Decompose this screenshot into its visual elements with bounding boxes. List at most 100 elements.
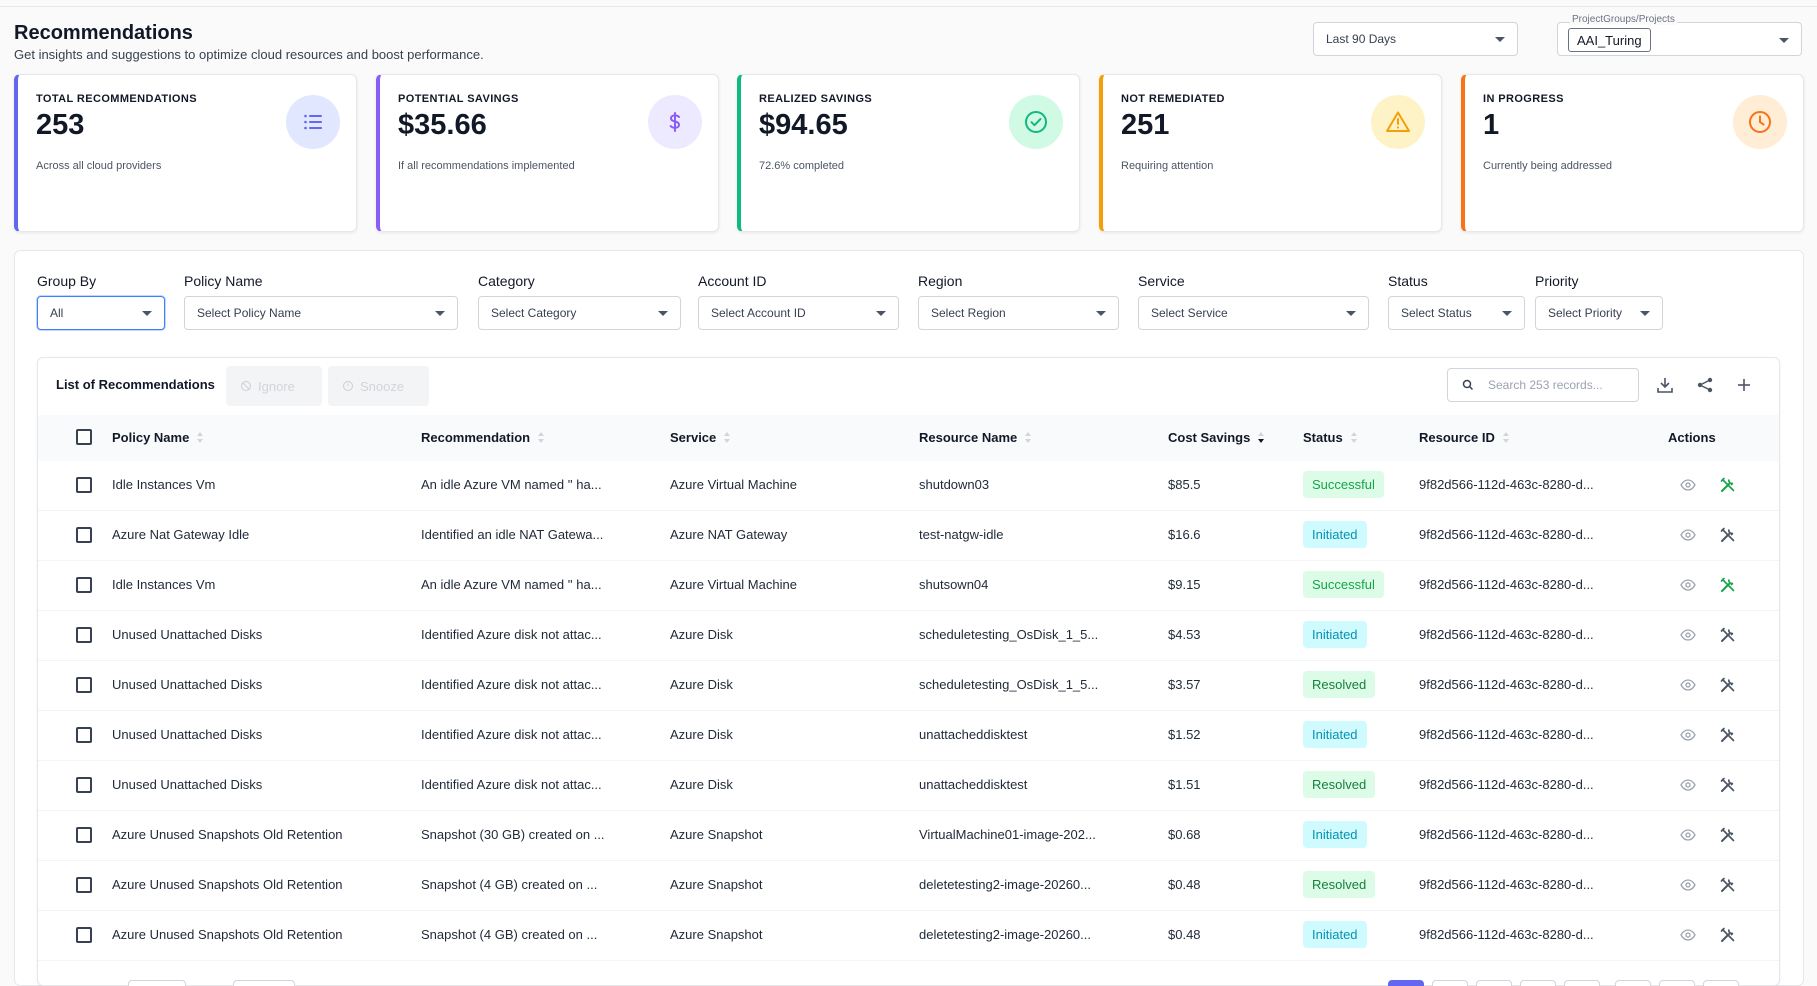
view-icon[interactable] [1678, 725, 1698, 745]
remediate-tools-icon[interactable] [1718, 775, 1738, 795]
column-header-policy-name[interactable]: Policy Name [112, 430, 204, 445]
page-button[interactable] [1703, 980, 1739, 986]
date-range-select[interactable]: Last 90 Days [1313, 22, 1518, 56]
filter-select-region[interactable]: Select Region [918, 296, 1119, 330]
view-icon[interactable] [1678, 775, 1698, 795]
row-checkbox[interactable] [76, 777, 92, 793]
column-header-cost-savings[interactable]: Cost Savings [1168, 430, 1265, 445]
cost-savings-cell: $0.48 [1168, 927, 1201, 942]
project-select[interactable]: ProjectGroups/Projects AAI_Turing [1557, 14, 1802, 56]
remediate-tools-icon[interactable] [1718, 825, 1738, 845]
column-header-resource-name[interactable]: Resource Name [919, 430, 1032, 445]
remediate-tools-icon[interactable] [1718, 925, 1738, 945]
filter-select-group-by[interactable]: All [37, 296, 165, 330]
view-icon[interactable] [1678, 575, 1698, 595]
remediate-tools-icon[interactable] [1718, 475, 1738, 495]
filter-value: Select Priority [1548, 306, 1623, 320]
remediate-tools-icon[interactable] [1718, 725, 1738, 745]
row-checkbox[interactable] [76, 477, 92, 493]
page-button[interactable] [1476, 980, 1512, 986]
table-row[interactable]: Azure Unused Snapshots Old Retention Snap… [38, 811, 1779, 861]
column-header-status[interactable]: Status [1303, 430, 1358, 445]
filter-select-service[interactable]: Select Service [1138, 296, 1369, 330]
sort-icon[interactable] [197, 432, 204, 443]
table-row[interactable]: Unused Unattached Disks Identified Azure … [38, 711, 1779, 761]
sort-icon[interactable] [1350, 432, 1358, 443]
policy-name-cell: Azure Unused Snapshots Old Retention [112, 927, 343, 942]
sort-icon[interactable] [1502, 432, 1510, 443]
service-cell: Azure Disk [670, 727, 733, 742]
sort-icon[interactable] [724, 432, 731, 443]
page-button-active[interactable] [1388, 980, 1424, 986]
filter-select-status[interactable]: Select Status [1388, 296, 1525, 330]
card-label: IN PROGRESS [1483, 93, 1564, 105]
row-checkbox[interactable] [76, 527, 92, 543]
page-size-select[interactable] [128, 980, 186, 986]
share-icon[interactable] [1693, 373, 1717, 397]
table-row[interactable]: Unused Unattached Disks Identified Azure … [38, 761, 1779, 811]
card-subtext: Across all cloud providers [36, 160, 162, 172]
card-label: POTENTIAL SAVINGS [398, 93, 519, 105]
row-checkbox[interactable] [76, 877, 92, 893]
remediate-tools-icon[interactable] [1718, 575, 1738, 595]
remediate-tools-icon[interactable] [1718, 525, 1738, 545]
table-row[interactable]: Idle Instances Vm An idle Azure VM named … [38, 561, 1779, 611]
column-header-label: Cost Savings [1168, 430, 1251, 445]
policy-name-cell: Azure Unused Snapshots Old Retention [112, 877, 343, 892]
table-row[interactable]: Unused Unattached Disks Identified Azure … [38, 611, 1779, 661]
filter-select-policy-name[interactable]: Select Policy Name [184, 296, 458, 330]
page-jump-input[interactable] [233, 980, 295, 986]
filter-select-category[interactable]: Select Category [478, 296, 681, 330]
sort-icon[interactable] [538, 432, 545, 443]
filter-select-priority[interactable]: Select Priority [1535, 296, 1663, 330]
filter-value: Select Status [1401, 306, 1472, 320]
select-all-checkbox[interactable] [76, 429, 92, 445]
resource-name-cell: VirtualMachine01-image-202... [919, 827, 1096, 842]
row-checkbox[interactable] [76, 827, 92, 843]
view-icon[interactable] [1678, 825, 1698, 845]
page-button[interactable] [1564, 980, 1600, 986]
row-checkbox[interactable] [76, 627, 92, 643]
add-icon[interactable] [1732, 373, 1756, 397]
page-button[interactable] [1615, 980, 1651, 986]
status-badge: Successful [1303, 471, 1384, 498]
column-header-recommendation[interactable]: Recommendation [421, 430, 545, 445]
page-button[interactable] [1432, 980, 1468, 986]
sort-icon[interactable] [1025, 432, 1032, 443]
view-icon[interactable] [1678, 625, 1698, 645]
row-checkbox[interactable] [76, 927, 92, 943]
column-header-resource-id[interactable]: Resource ID [1419, 430, 1510, 445]
view-icon[interactable] [1678, 875, 1698, 895]
filter-label-service: Service [1138, 273, 1185, 289]
sort-icon[interactable] [1258, 432, 1265, 443]
row-checkbox[interactable] [76, 677, 92, 693]
table-row[interactable]: Unused Unattached Disks Identified Azure … [38, 661, 1779, 711]
row-checkbox[interactable] [76, 727, 92, 743]
view-icon[interactable] [1678, 925, 1698, 945]
table-row[interactable]: Idle Instances Vm An idle Azure VM named … [38, 461, 1779, 511]
table-row[interactable]: Azure Unused Snapshots Old Retention Snap… [38, 861, 1779, 911]
page-button[interactable] [1520, 980, 1556, 986]
table-row[interactable]: Azure Unused Snapshots Old Retention Snap… [38, 911, 1779, 961]
view-icon[interactable] [1678, 525, 1698, 545]
search-input[interactable]: Search 253 records... [1447, 368, 1639, 402]
remediate-tools-icon[interactable] [1718, 625, 1738, 645]
column-header-service[interactable]: Service [670, 430, 731, 445]
filter-select-account-id[interactable]: Select Account ID [698, 296, 899, 330]
page-button[interactable] [1659, 980, 1695, 986]
list-icon [286, 95, 340, 149]
row-checkbox[interactable] [76, 577, 92, 593]
ignore-button[interactable]: Ignore [226, 366, 322, 406]
remediate-tools-icon[interactable] [1718, 875, 1738, 895]
remediate-tools-icon[interactable] [1718, 675, 1738, 695]
ignore-icon [240, 380, 252, 392]
download-icon[interactable] [1653, 373, 1677, 397]
view-icon[interactable] [1678, 675, 1698, 695]
view-icon[interactable] [1678, 475, 1698, 495]
policy-name-cell: Azure Nat Gateway Idle [112, 527, 250, 542]
table-row[interactable]: Azure Nat Gateway Idle Identified an idle… [38, 511, 1779, 561]
project-chip[interactable]: AAI_Turing [1568, 28, 1651, 52]
snooze-button[interactable]: Snooze [328, 366, 429, 406]
resource-id-cell: 9f82d566-112d-463c-8280-d... [1419, 827, 1594, 842]
card-label: TOTAL RECOMMENDATIONS [36, 93, 197, 105]
